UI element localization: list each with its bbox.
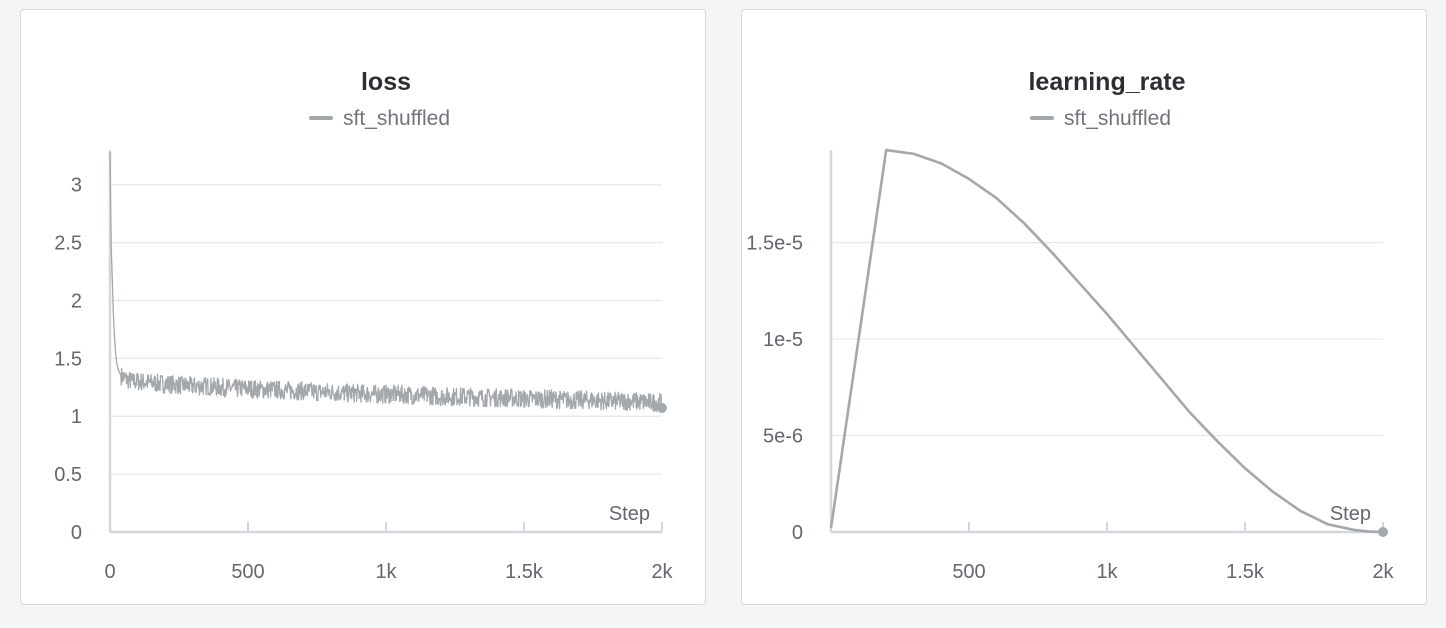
loss-y-tick-label: 0.5 xyxy=(54,464,82,486)
learning-rate-y-tick-label: 0 xyxy=(792,522,803,544)
loss-chart: loss sft_shuffled 0 0.5 1 1.5 2 2.5 3 0 500 1k 1.5k 2… xyxy=(54,68,673,583)
loss-x-tick-label: 500 xyxy=(231,561,264,583)
loss-y-tick-label: 1 xyxy=(71,406,82,428)
loss-x-axis-label: Step xyxy=(609,503,650,525)
loss-y-tick-label: 1.5 xyxy=(54,348,82,370)
learning-rate-x-tick-label: 2k xyxy=(1372,561,1394,583)
loss-y-tick-label: 2 xyxy=(71,290,82,312)
learning-rate-series-end-point[interactable] xyxy=(1378,527,1388,537)
loss-series-line[interactable] xyxy=(109,152,663,413)
loss-chart-title: loss xyxy=(361,68,411,96)
loss-x-tick-label: 1.5k xyxy=(505,561,544,583)
learning-rate-legend-label: sft_shuffled xyxy=(1064,107,1171,130)
learning-rate-y-tick-label: 1.5e-5 xyxy=(746,233,803,255)
learning-rate-x-axis-label: Step xyxy=(1330,503,1371,525)
loss-y-tick-label: 0 xyxy=(71,522,82,544)
learning-rate-x-tick-label: 1.5k xyxy=(1226,561,1265,583)
loss-chart-panel: loss sft_shuffled 0 0.5 1 1.5 2 2.5 3 0 500 1k 1.5k 2… xyxy=(20,9,706,605)
learning-rate-chart-title: learning_rate xyxy=(1028,68,1185,96)
loss-y-tick-label: 3 xyxy=(71,175,82,197)
learning-rate-x-tick-label: 500 xyxy=(952,561,985,583)
loss-x-tick-label: 0 xyxy=(104,561,115,583)
learning-rate-x-tick-label: 1k xyxy=(1096,561,1118,583)
learning-rate-chart: learning_rate sft_shuffled 0 5e-6 1e-5 1.5e-5… xyxy=(746,68,1394,583)
learning-rate-y-tick-label: 5e-6 xyxy=(763,426,803,448)
learning-rate-chart-panel: learning_rate sft_shuffled 0 5e-6 1e-5 1.5e-5… xyxy=(741,9,1427,605)
learning-rate-series-line[interactable] xyxy=(829,148,1384,534)
learning-rate-legend[interactable]: sft_shuffled xyxy=(1030,107,1171,130)
loss-legend[interactable]: sft_shuffled xyxy=(309,107,450,130)
loss-x-tick-label: 2k xyxy=(651,561,673,583)
loss-y-tick-label: 2.5 xyxy=(54,233,82,255)
learning-rate-y-tick-label: 1e-5 xyxy=(763,329,803,351)
loss-x-tick-label: 1k xyxy=(375,561,397,583)
loss-legend-label: sft_shuffled xyxy=(343,107,450,130)
loss-series-end-point[interactable] xyxy=(656,402,667,413)
